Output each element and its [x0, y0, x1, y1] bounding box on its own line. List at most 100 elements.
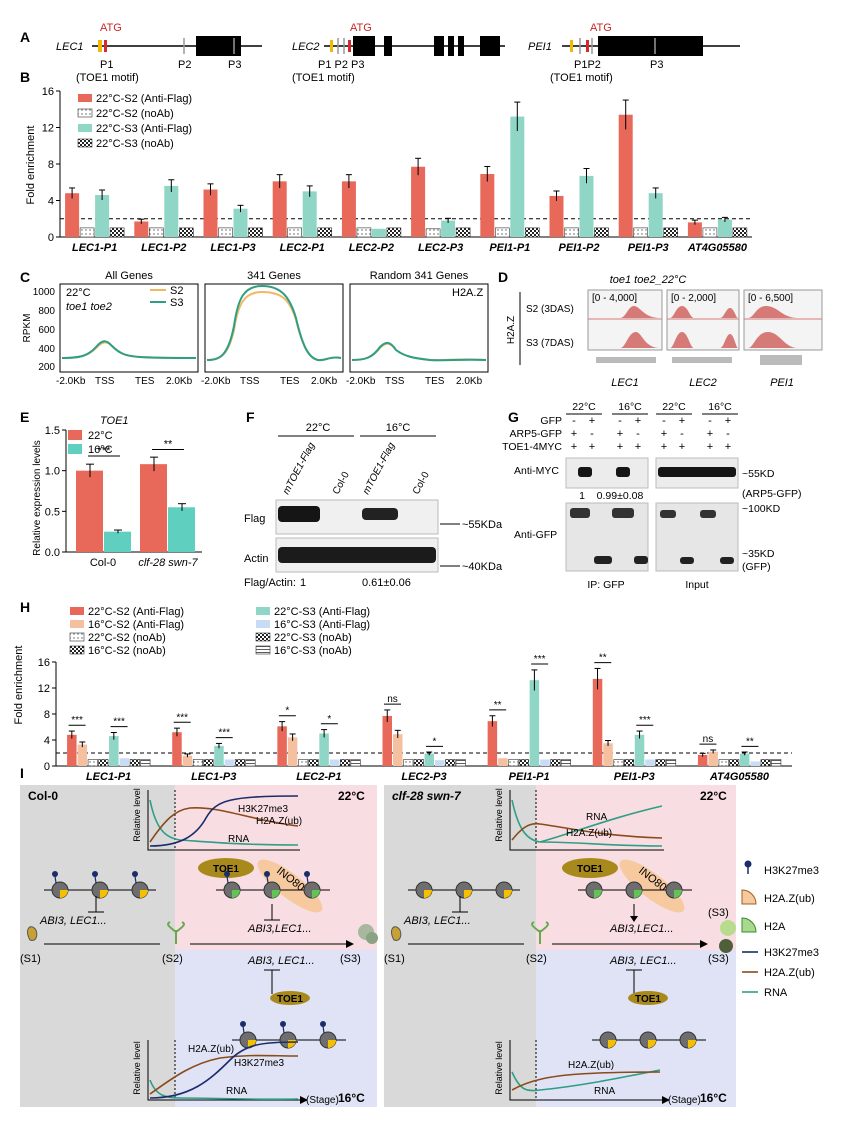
sign-cell: + [635, 415, 641, 427]
y-tick-label: 12 [42, 123, 54, 135]
svg-text:0.61±0.06: 0.61±0.06 [362, 577, 411, 589]
bar [455, 227, 471, 238]
svg-text:22°C-S2 (noAb): 22°C-S2 (noAb) [96, 108, 174, 120]
x-tick-label: LEC2-P1 [280, 242, 325, 254]
svg-text:Relative level: Relative level [132, 1041, 142, 1095]
x-tick-label: LEC1-P2 [141, 242, 186, 254]
bar [717, 219, 732, 237]
bar [308, 759, 319, 767]
sig-label: ns [387, 694, 398, 705]
bar [67, 734, 77, 766]
svg-text:Relative level: Relative level [132, 788, 142, 842]
svg-text:(S3): (S3) [340, 953, 361, 965]
bar [350, 759, 361, 767]
svg-text:RNA: RNA [764, 987, 788, 999]
svg-text:200: 200 [38, 362, 55, 373]
bar [435, 760, 445, 766]
svg-text:TES: TES [135, 376, 155, 387]
histone-variant [60, 890, 68, 898]
bar [218, 227, 233, 238]
svg-text:Col-0: Col-0 [90, 557, 116, 569]
x-tick-label: PEI1-P3 [628, 242, 669, 254]
bar [319, 733, 329, 766]
bar [164, 185, 179, 237]
svg-text:H2A: H2A [764, 921, 786, 933]
svg-text:22°C-S3 (noAb): 22°C-S3 (noAb) [274, 632, 352, 644]
svg-text:S3: S3 [170, 297, 183, 309]
histone-variant [328, 1040, 336, 1048]
bar [648, 193, 663, 237]
h3k27me3-mark [240, 1021, 246, 1027]
sign-cell: - [572, 415, 576, 427]
h3k27me3-mark [320, 1021, 326, 1027]
svg-text:ATG: ATG [350, 22, 372, 34]
sig-label: *** [71, 715, 83, 726]
bar [455, 759, 466, 767]
svg-text:H3K27me3: H3K27me3 [238, 804, 288, 815]
y-tick-label: 16 [38, 657, 50, 669]
svg-text:ABI3,LEC1...: ABI3,LEC1... [247, 923, 312, 935]
chart-h: 0 4 8 12 16 LEC1-P1 LEC1-P3 LEC2-P1 LEC2-P3 PEI1-… [38, 653, 792, 783]
sign-cell: + [589, 415, 595, 427]
svg-text:(Stage): (Stage) [668, 1095, 701, 1106]
svg-text:RNA: RNA [226, 1086, 247, 1097]
sig-label: *** [218, 728, 230, 739]
svg-text:Input: Input [685, 579, 708, 591]
bar [579, 175, 594, 237]
nucleosome-rows [44, 871, 706, 1049]
svg-text:16°C: 16°C [88, 444, 113, 456]
svg-text:TOE1: TOE1 [635, 994, 661, 1005]
bar [298, 759, 309, 767]
sig-label: *** [113, 717, 125, 728]
y-tick-label: 8 [48, 159, 54, 171]
bar [613, 759, 624, 767]
y-tick-label: 1.0 [45, 466, 60, 478]
bar [65, 193, 80, 237]
bar [234, 759, 246, 767]
y-tick-label: 1.5 [45, 425, 60, 437]
svg-text:22°C: 22°C [306, 422, 331, 434]
y-tick-label: 0 [44, 761, 50, 773]
svg-text:I: I [20, 765, 24, 781]
bar [371, 228, 386, 237]
h3k27me3-mark [264, 871, 270, 877]
svg-text:IP: GFP: IP: GFP [587, 579, 624, 591]
i-left-top-plot: Relative level H3K27me3 H2A.Z(ub) RNA [132, 788, 302, 851]
sig-label: * [433, 736, 437, 747]
b-ylabel: Fold enrichment [25, 126, 37, 205]
panel-e: E TOE1 Relative expression levels 0.0 0.5… [20, 409, 202, 569]
svg-text:Random 341 Genes: Random 341 Genes [370, 270, 469, 282]
bar [655, 759, 666, 767]
svg-text:TSS: TSS [240, 376, 260, 387]
bar [182, 755, 193, 766]
svg-text:2.0Kb: 2.0Kb [311, 376, 338, 387]
svg-text:ABI3, LEC1...: ABI3, LEC1... [247, 955, 315, 967]
bar [645, 759, 655, 766]
sig-label: ns [703, 734, 714, 745]
bar [518, 759, 529, 767]
sign-cell: + [571, 428, 577, 440]
svg-text:(ARP5-GFP): (ARP5-GFP) [742, 488, 802, 500]
atg-mark [104, 40, 107, 52]
svg-text:clf-28 swn-7: clf-28 swn-7 [392, 789, 462, 803]
bar [140, 759, 151, 767]
svg-text:RNA: RNA [586, 812, 607, 823]
mark-stem [322, 1025, 325, 1034]
bar [634, 734, 645, 766]
bar [140, 464, 167, 552]
histone-variant [272, 890, 280, 898]
svg-text:22°C-S2 (Anti-Flag): 22°C-S2 (Anti-Flag) [96, 93, 192, 105]
bar [550, 759, 561, 767]
svg-text:800: 800 [38, 306, 55, 317]
bar [317, 227, 333, 238]
i-left-bottom-plot: Relative level H2A.Z(ub) H3K27me3 RNA (S… [132, 1040, 339, 1106]
svg-text:1000: 1000 [33, 287, 56, 298]
x-tick-label: AT4G05580 [687, 242, 748, 254]
bar [104, 531, 131, 552]
panel-i: I Col-0 clf-28 swn-7 22°C 22°C 16°C 16°C… [20, 765, 819, 1107]
x-tick-label: LEC2-P1 [296, 771, 341, 783]
svg-text:16°C-S3 (noAb): 16°C-S3 (noAb) [274, 645, 352, 657]
bar [79, 227, 95, 238]
svg-text:22°C: 22°C [572, 401, 596, 413]
svg-text:ARP5-GFP: ARP5-GFP [509, 428, 562, 440]
